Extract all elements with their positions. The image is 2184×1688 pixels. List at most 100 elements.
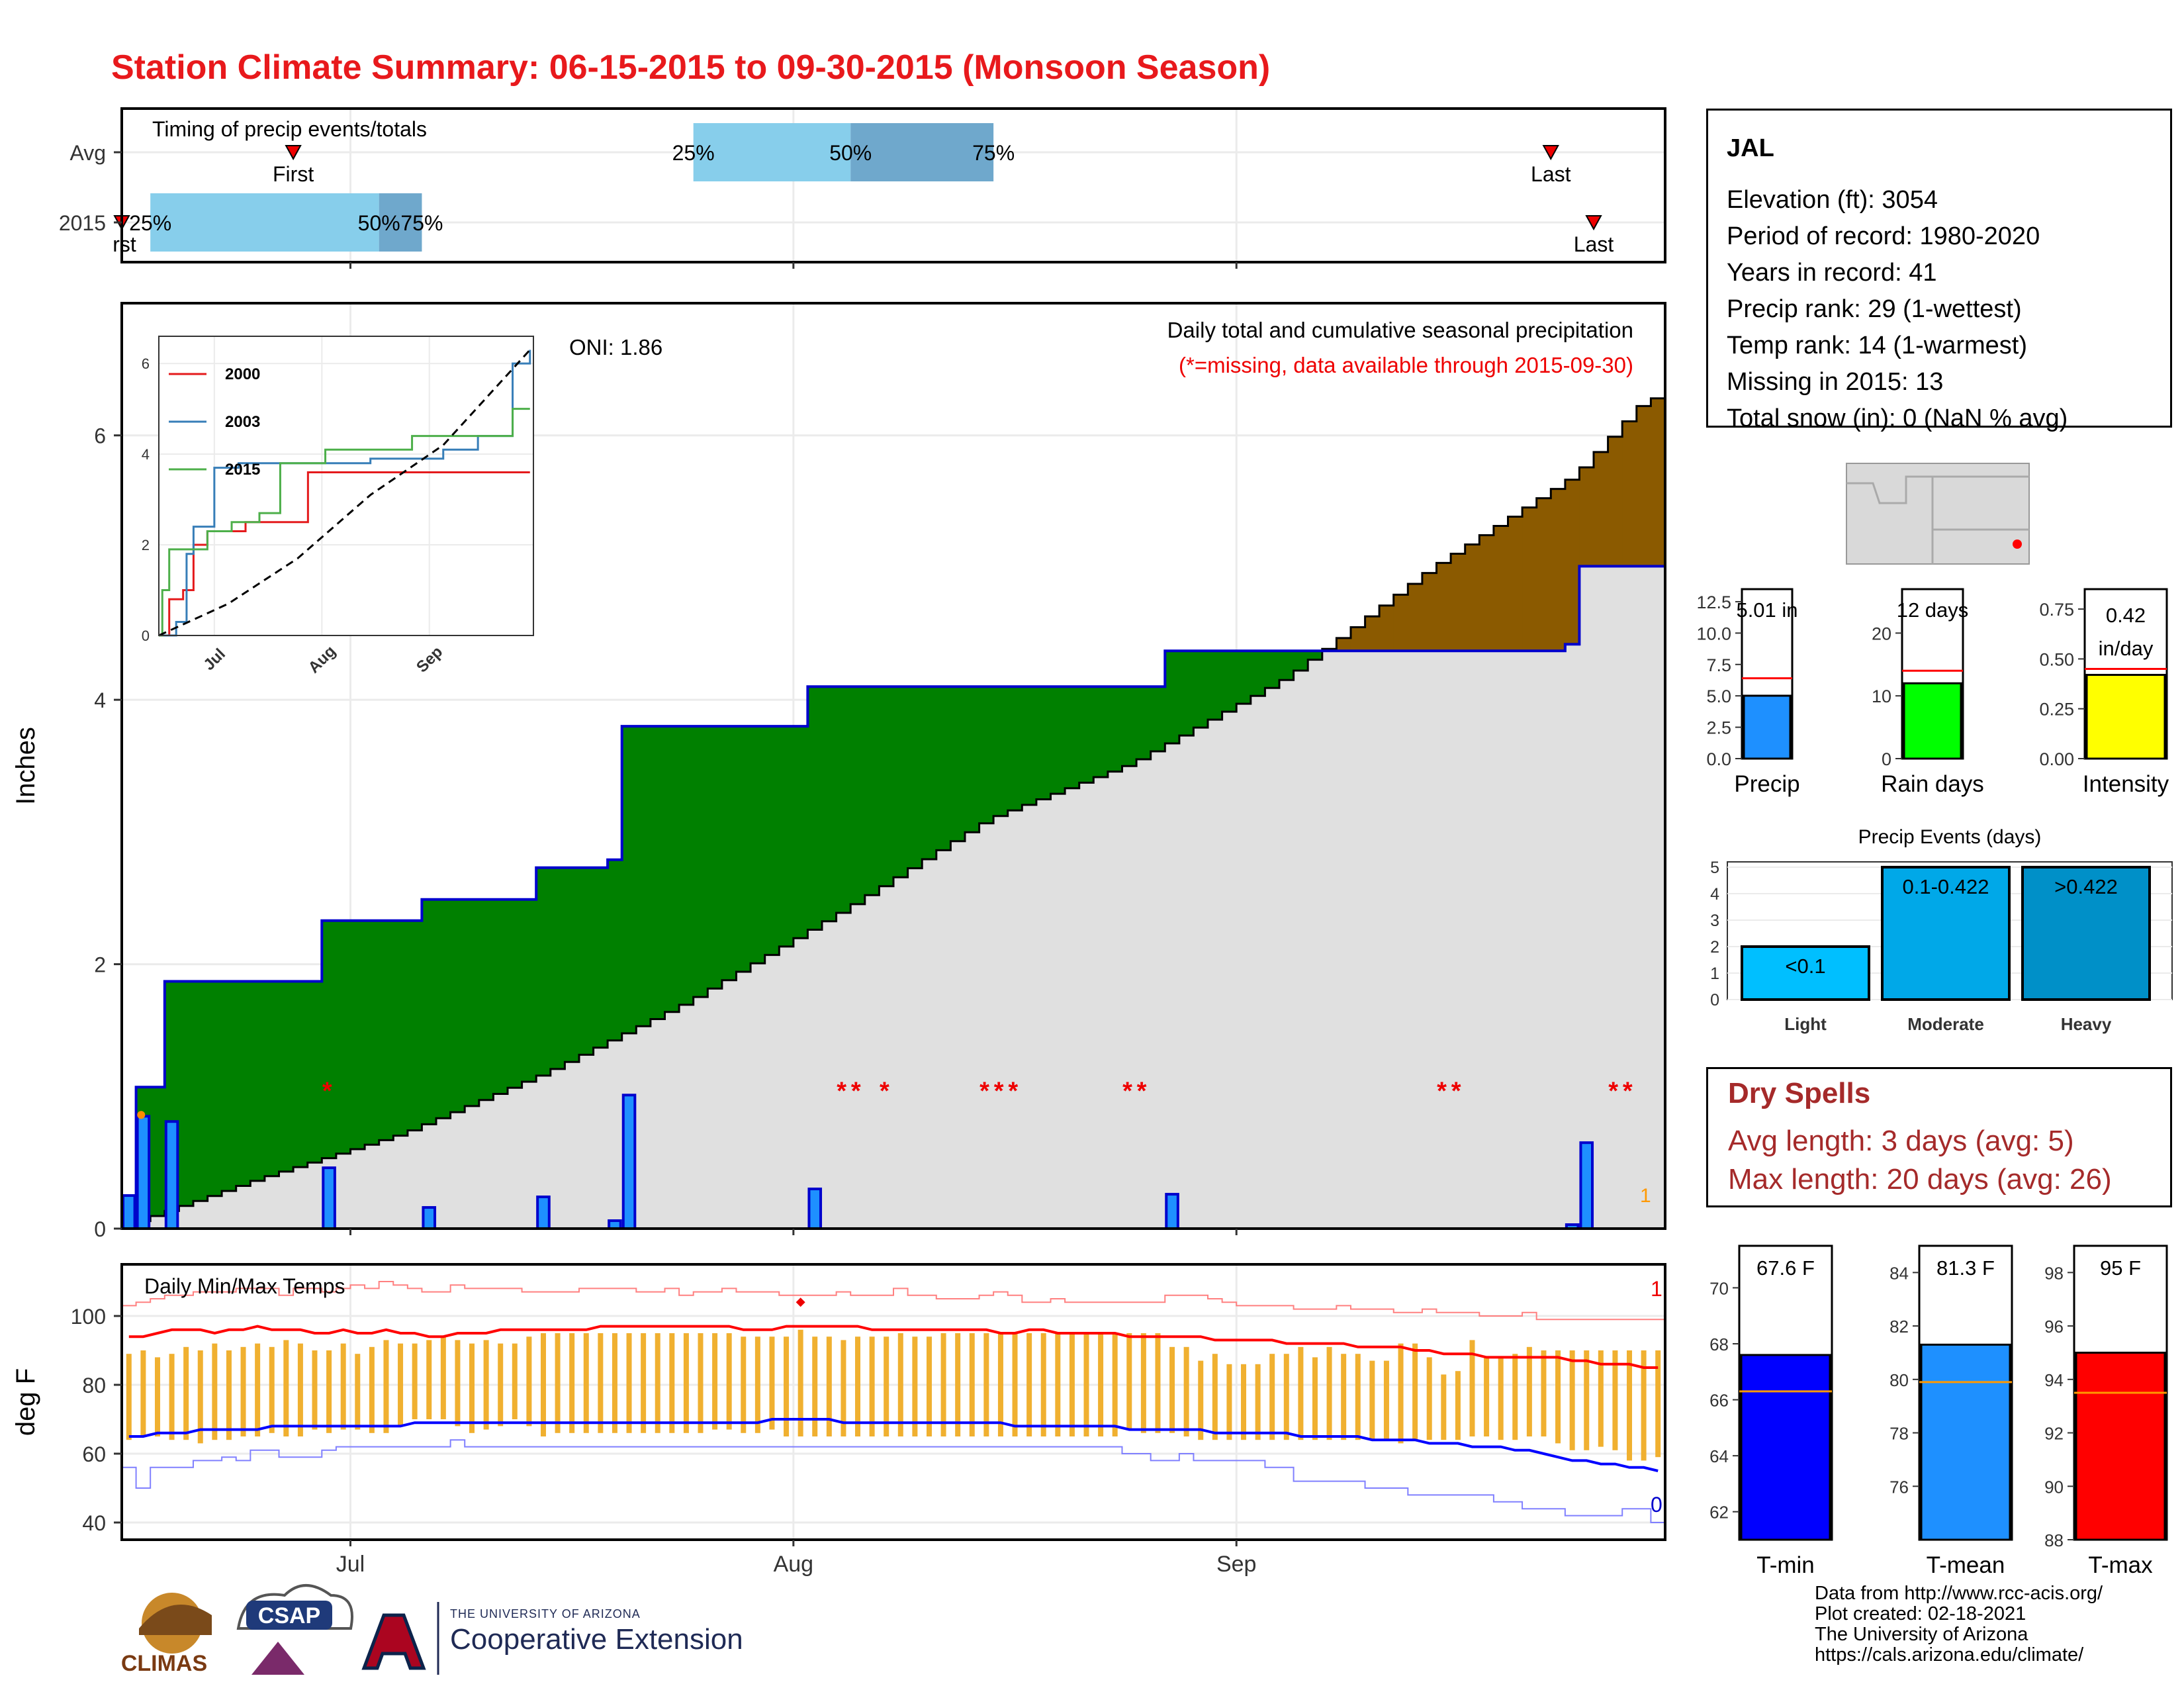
surplus-area xyxy=(365,920,380,1145)
cumulative-avg-area xyxy=(450,1112,465,1229)
inset-y-tick-label: 0 xyxy=(142,628,150,644)
daily-temp-bar xyxy=(197,1350,203,1444)
surplus-area xyxy=(1250,651,1266,696)
cumulative-avg-area xyxy=(1007,810,1023,1229)
surplus-area xyxy=(1236,651,1251,704)
tmean-gauge-tick-label: 82 xyxy=(1889,1317,1909,1336)
deficit-area xyxy=(1594,451,1609,567)
cumulative-avg-area xyxy=(1293,671,1308,1229)
events-bar-label-light: <0.1 xyxy=(1785,955,1825,978)
precip-y-tick-label: 2 xyxy=(94,953,106,977)
surplus-area xyxy=(793,726,809,939)
avg-tmax-line xyxy=(128,1325,1659,1369)
surplus-area xyxy=(707,726,723,989)
timing-avg-last-marker xyxy=(1542,145,1559,161)
surplus-area xyxy=(1279,651,1295,680)
credit-line-data: Data from http://www.rcc-acis.org/ xyxy=(1815,1583,2103,1604)
inset-series-2015 xyxy=(159,408,530,637)
csap-logo-text: CSAP xyxy=(258,1603,320,1628)
daily-temp-bar xyxy=(969,1333,975,1436)
cumulative-avg-area xyxy=(693,997,708,1229)
tmax-gauge-value: 95 F xyxy=(2100,1256,2141,1280)
deficit-area xyxy=(1565,479,1580,645)
deficit-area xyxy=(1379,605,1394,651)
ua-logo-a xyxy=(361,1613,426,1670)
events-bar-heavy xyxy=(2021,866,2151,1001)
timing-2015-p25-p50-bar xyxy=(150,193,379,252)
inset-y-tick-label: 2 xyxy=(142,537,150,553)
daily-temp-bar xyxy=(426,1340,432,1419)
daily-temp-bar xyxy=(1098,1333,1104,1436)
temp-y-tick-label: 80 xyxy=(82,1374,106,1397)
surplus-area xyxy=(450,899,465,1113)
cumulative-avg-area xyxy=(608,1040,623,1229)
timing-avg-first-label: First xyxy=(273,162,314,186)
daily-temp-bar xyxy=(169,1354,175,1440)
cumulative-avg-area xyxy=(636,1026,651,1229)
daily-temp-bar xyxy=(1627,1350,1633,1461)
daily-temp-bar xyxy=(1655,1350,1661,1458)
tmax-gauge-tick-label: 92 xyxy=(2044,1424,2064,1444)
surplus-area xyxy=(608,859,623,1041)
precip-y-axis-label: Inches xyxy=(11,727,40,805)
daily-temp-bar xyxy=(741,1336,747,1433)
daily-temp-bar xyxy=(784,1336,790,1436)
daily-temp-bar xyxy=(1455,1371,1461,1440)
cumulative-avg-area xyxy=(736,972,751,1229)
surplus-area xyxy=(1150,686,1165,752)
daily-temp-bar xyxy=(1355,1354,1361,1440)
daily-temp-bar xyxy=(1126,1333,1132,1430)
cumulative-avg-area xyxy=(979,823,994,1229)
daily-temp-bar xyxy=(1198,1360,1204,1440)
tmean-gauge-tick-label: 80 xyxy=(1889,1370,1909,1390)
surplus-area xyxy=(1036,686,1052,800)
daily-temp-bar xyxy=(897,1333,903,1436)
raindays-gauge-tick-label: 0 xyxy=(1882,749,1891,769)
cumulative-avg-area xyxy=(1136,759,1152,1229)
missing-marker: * xyxy=(1008,1077,1018,1105)
cumulative-avg-area xyxy=(1379,651,1394,1229)
daily-temp-bar xyxy=(698,1333,704,1433)
daily-precip-bar xyxy=(422,1206,437,1230)
events-x-label-heavy: Heavy xyxy=(2061,1014,2112,1034)
surplus-area xyxy=(593,867,608,1048)
cumulative-avg-area xyxy=(264,1176,280,1229)
daily-temp-bar xyxy=(1569,1350,1575,1450)
events-y-tick-label: 1 xyxy=(1710,964,1719,983)
surplus-area xyxy=(1293,651,1308,671)
surplus-area xyxy=(350,920,365,1149)
events-y-tick-label: 2 xyxy=(1710,938,1719,957)
timing-2015-last-marker xyxy=(1585,215,1602,231)
missing-marker: * xyxy=(1137,1077,1147,1105)
record-high-marker xyxy=(796,1297,805,1307)
dry-spells-title: Dry Spells xyxy=(1728,1077,1871,1109)
daily-temp-bar xyxy=(612,1333,617,1433)
surplus-area xyxy=(150,1087,165,1217)
surplus-area xyxy=(236,981,251,1186)
page-title: Station Climate Summary: 06-15-2015 to 0… xyxy=(111,48,1271,87)
timing-2015-p75-label: 75% xyxy=(400,211,443,235)
events-x-label-light: Light xyxy=(1784,1014,1827,1034)
precip-gauge-tick-label: 0.0 xyxy=(1706,749,1731,769)
daily-temp-bar xyxy=(812,1336,818,1436)
timing-2015-first-label: rst xyxy=(113,232,136,256)
cumulative-avg-area xyxy=(1050,794,1066,1229)
daily-temp-bar xyxy=(1169,1346,1175,1433)
cumulative-avg-area xyxy=(1451,651,1466,1229)
daily-temp-bar xyxy=(297,1343,303,1436)
tmean-gauge-value: 81.3 F xyxy=(1936,1256,1995,1280)
cumulative-avg-area xyxy=(1322,651,1337,1229)
daily-temp-bar xyxy=(526,1336,532,1427)
raindays-gauge-value: 12 days xyxy=(1897,598,1969,622)
cumulative-avg-area xyxy=(1493,651,1509,1229)
temp-x-tick-label: Sep xyxy=(1216,1552,1257,1577)
daily-temp-bar xyxy=(1012,1333,1018,1436)
daily-temp-bar xyxy=(1469,1340,1475,1436)
intensity-gauge-tick-label: 0.75 xyxy=(2039,600,2074,620)
surplus-area xyxy=(1122,686,1137,767)
missing-marker: * xyxy=(837,1077,846,1105)
timing-avg-p50-label: 50% xyxy=(829,141,872,165)
raindays-gauge-tick-label: 10 xyxy=(1872,686,1891,706)
oni-label: ONI: 1.86 xyxy=(569,335,662,359)
cumulative-avg-area xyxy=(1079,782,1094,1229)
